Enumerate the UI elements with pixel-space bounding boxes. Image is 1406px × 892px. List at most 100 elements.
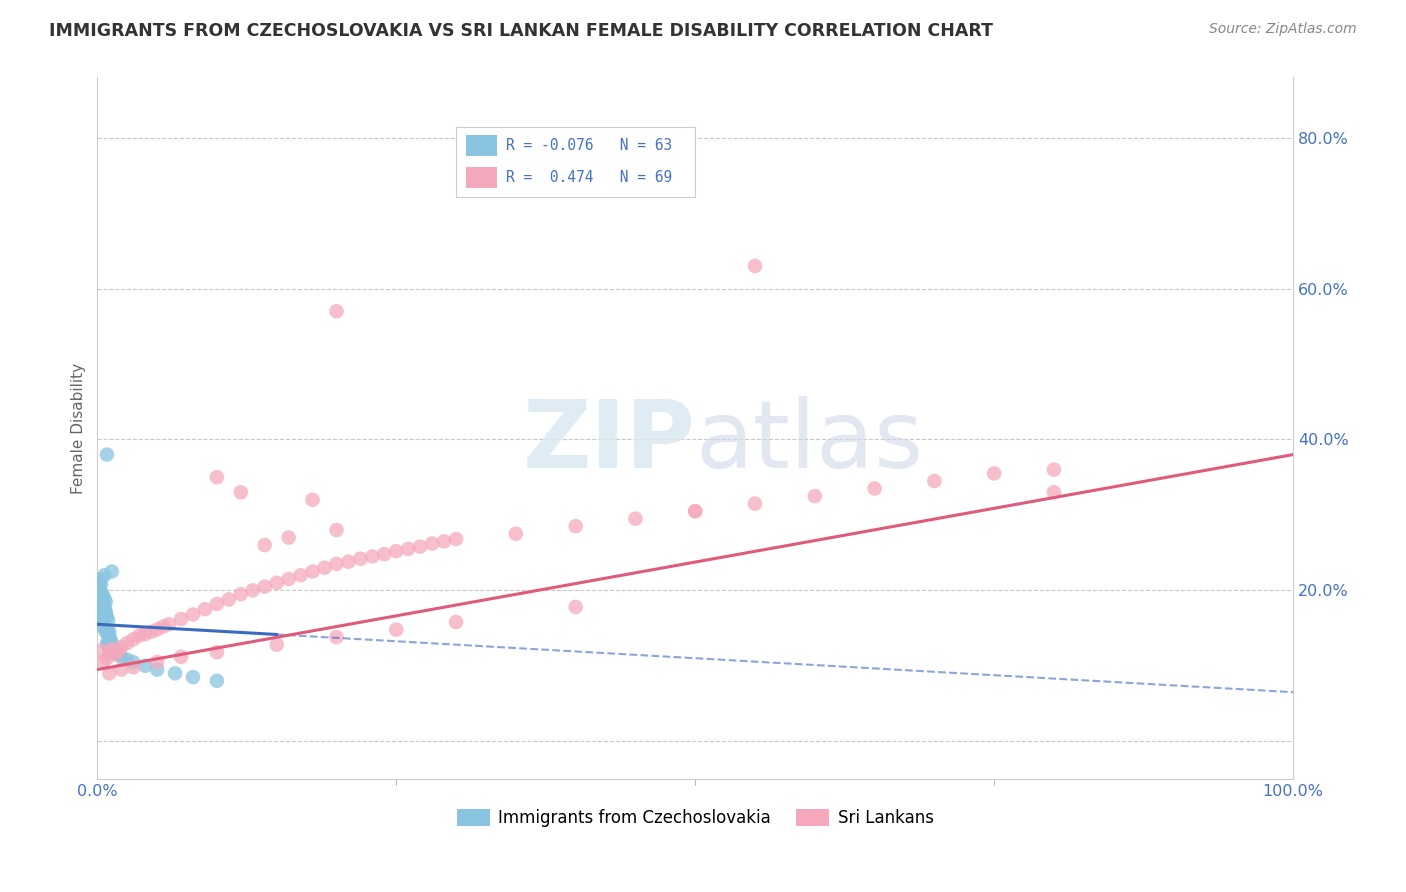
Point xyxy=(564,599,586,614)
Point xyxy=(205,673,228,688)
Point xyxy=(90,597,112,611)
Point xyxy=(90,609,112,624)
Point xyxy=(91,599,114,614)
Y-axis label: Female Disability: Female Disability xyxy=(72,363,86,494)
Point xyxy=(96,636,118,650)
Point xyxy=(89,575,111,590)
Point xyxy=(100,632,122,647)
Point xyxy=(277,531,299,545)
Point xyxy=(90,572,112,586)
Point xyxy=(122,655,145,669)
Point xyxy=(91,614,114,628)
Point xyxy=(744,497,766,511)
Point xyxy=(96,609,118,624)
Point xyxy=(100,645,122,659)
Point xyxy=(91,587,114,601)
Point xyxy=(128,629,150,643)
Point xyxy=(110,649,132,664)
Point xyxy=(266,575,288,590)
Point xyxy=(444,532,467,546)
Point xyxy=(100,565,122,579)
Point xyxy=(266,638,288,652)
Point xyxy=(91,599,114,613)
Point xyxy=(91,617,114,632)
Point xyxy=(277,572,299,586)
Point xyxy=(194,602,217,616)
Point xyxy=(91,607,114,622)
Point xyxy=(373,547,395,561)
Point xyxy=(181,670,204,684)
Point xyxy=(396,541,419,556)
Point xyxy=(93,621,115,635)
Text: ZIP: ZIP xyxy=(523,396,695,488)
Point xyxy=(89,583,111,598)
Point xyxy=(205,470,228,484)
Point xyxy=(146,663,169,677)
Point xyxy=(93,592,115,607)
Point xyxy=(91,612,114,626)
Point xyxy=(1043,463,1066,477)
Point xyxy=(205,597,228,611)
Point xyxy=(420,536,443,550)
Point xyxy=(122,660,145,674)
Point xyxy=(94,624,117,639)
Point xyxy=(90,577,112,591)
Point xyxy=(146,623,169,637)
Point xyxy=(624,511,647,525)
Text: IMMIGRANTS FROM CZECHOSLOVAKIA VS SRI LANKAN FEMALE DISABILITY CORRELATION CHART: IMMIGRANTS FROM CZECHOSLOVAKIA VS SRI LA… xyxy=(49,22,993,40)
Point xyxy=(98,630,121,644)
Point xyxy=(100,636,122,650)
Point xyxy=(325,304,347,318)
Point xyxy=(108,648,131,662)
Point xyxy=(89,592,111,607)
Point xyxy=(683,504,706,518)
Point xyxy=(349,551,371,566)
Point xyxy=(361,549,384,564)
Point xyxy=(89,617,111,632)
Point xyxy=(93,605,115,619)
Point xyxy=(683,504,706,518)
Point xyxy=(301,492,323,507)
Point xyxy=(98,666,121,681)
Point xyxy=(181,607,204,622)
Point xyxy=(134,627,156,641)
Point xyxy=(91,615,114,629)
Point xyxy=(104,648,127,662)
Point xyxy=(117,636,139,650)
Point xyxy=(253,580,276,594)
Point xyxy=(94,595,117,609)
Point xyxy=(98,624,121,639)
Point xyxy=(93,599,115,614)
Text: Source: ZipAtlas.com: Source: ZipAtlas.com xyxy=(1209,22,1357,37)
Legend: Immigrants from Czechoslovakia, Sri Lankans: Immigrants from Czechoslovakia, Sri Lank… xyxy=(450,802,941,834)
Point xyxy=(90,591,112,605)
Point xyxy=(94,607,117,622)
Point xyxy=(409,540,432,554)
Point xyxy=(983,467,1005,481)
Point xyxy=(1043,485,1066,500)
Point xyxy=(444,615,467,629)
Point xyxy=(94,605,117,619)
Point xyxy=(229,587,252,601)
Point xyxy=(325,557,347,571)
Point xyxy=(385,623,408,637)
Point xyxy=(91,655,114,669)
Point xyxy=(253,538,276,552)
Point xyxy=(93,568,115,582)
Point xyxy=(97,638,120,652)
Point xyxy=(91,605,114,619)
Point xyxy=(110,663,132,677)
Point xyxy=(87,590,110,604)
Point xyxy=(804,489,827,503)
Point xyxy=(90,607,112,622)
Point xyxy=(89,587,111,601)
Point xyxy=(290,568,312,582)
Point xyxy=(433,534,456,549)
Point xyxy=(89,606,111,620)
Point xyxy=(301,565,323,579)
Point xyxy=(110,640,132,654)
Point xyxy=(97,627,120,641)
Point xyxy=(101,640,124,654)
Point xyxy=(91,590,114,604)
Point xyxy=(100,643,122,657)
